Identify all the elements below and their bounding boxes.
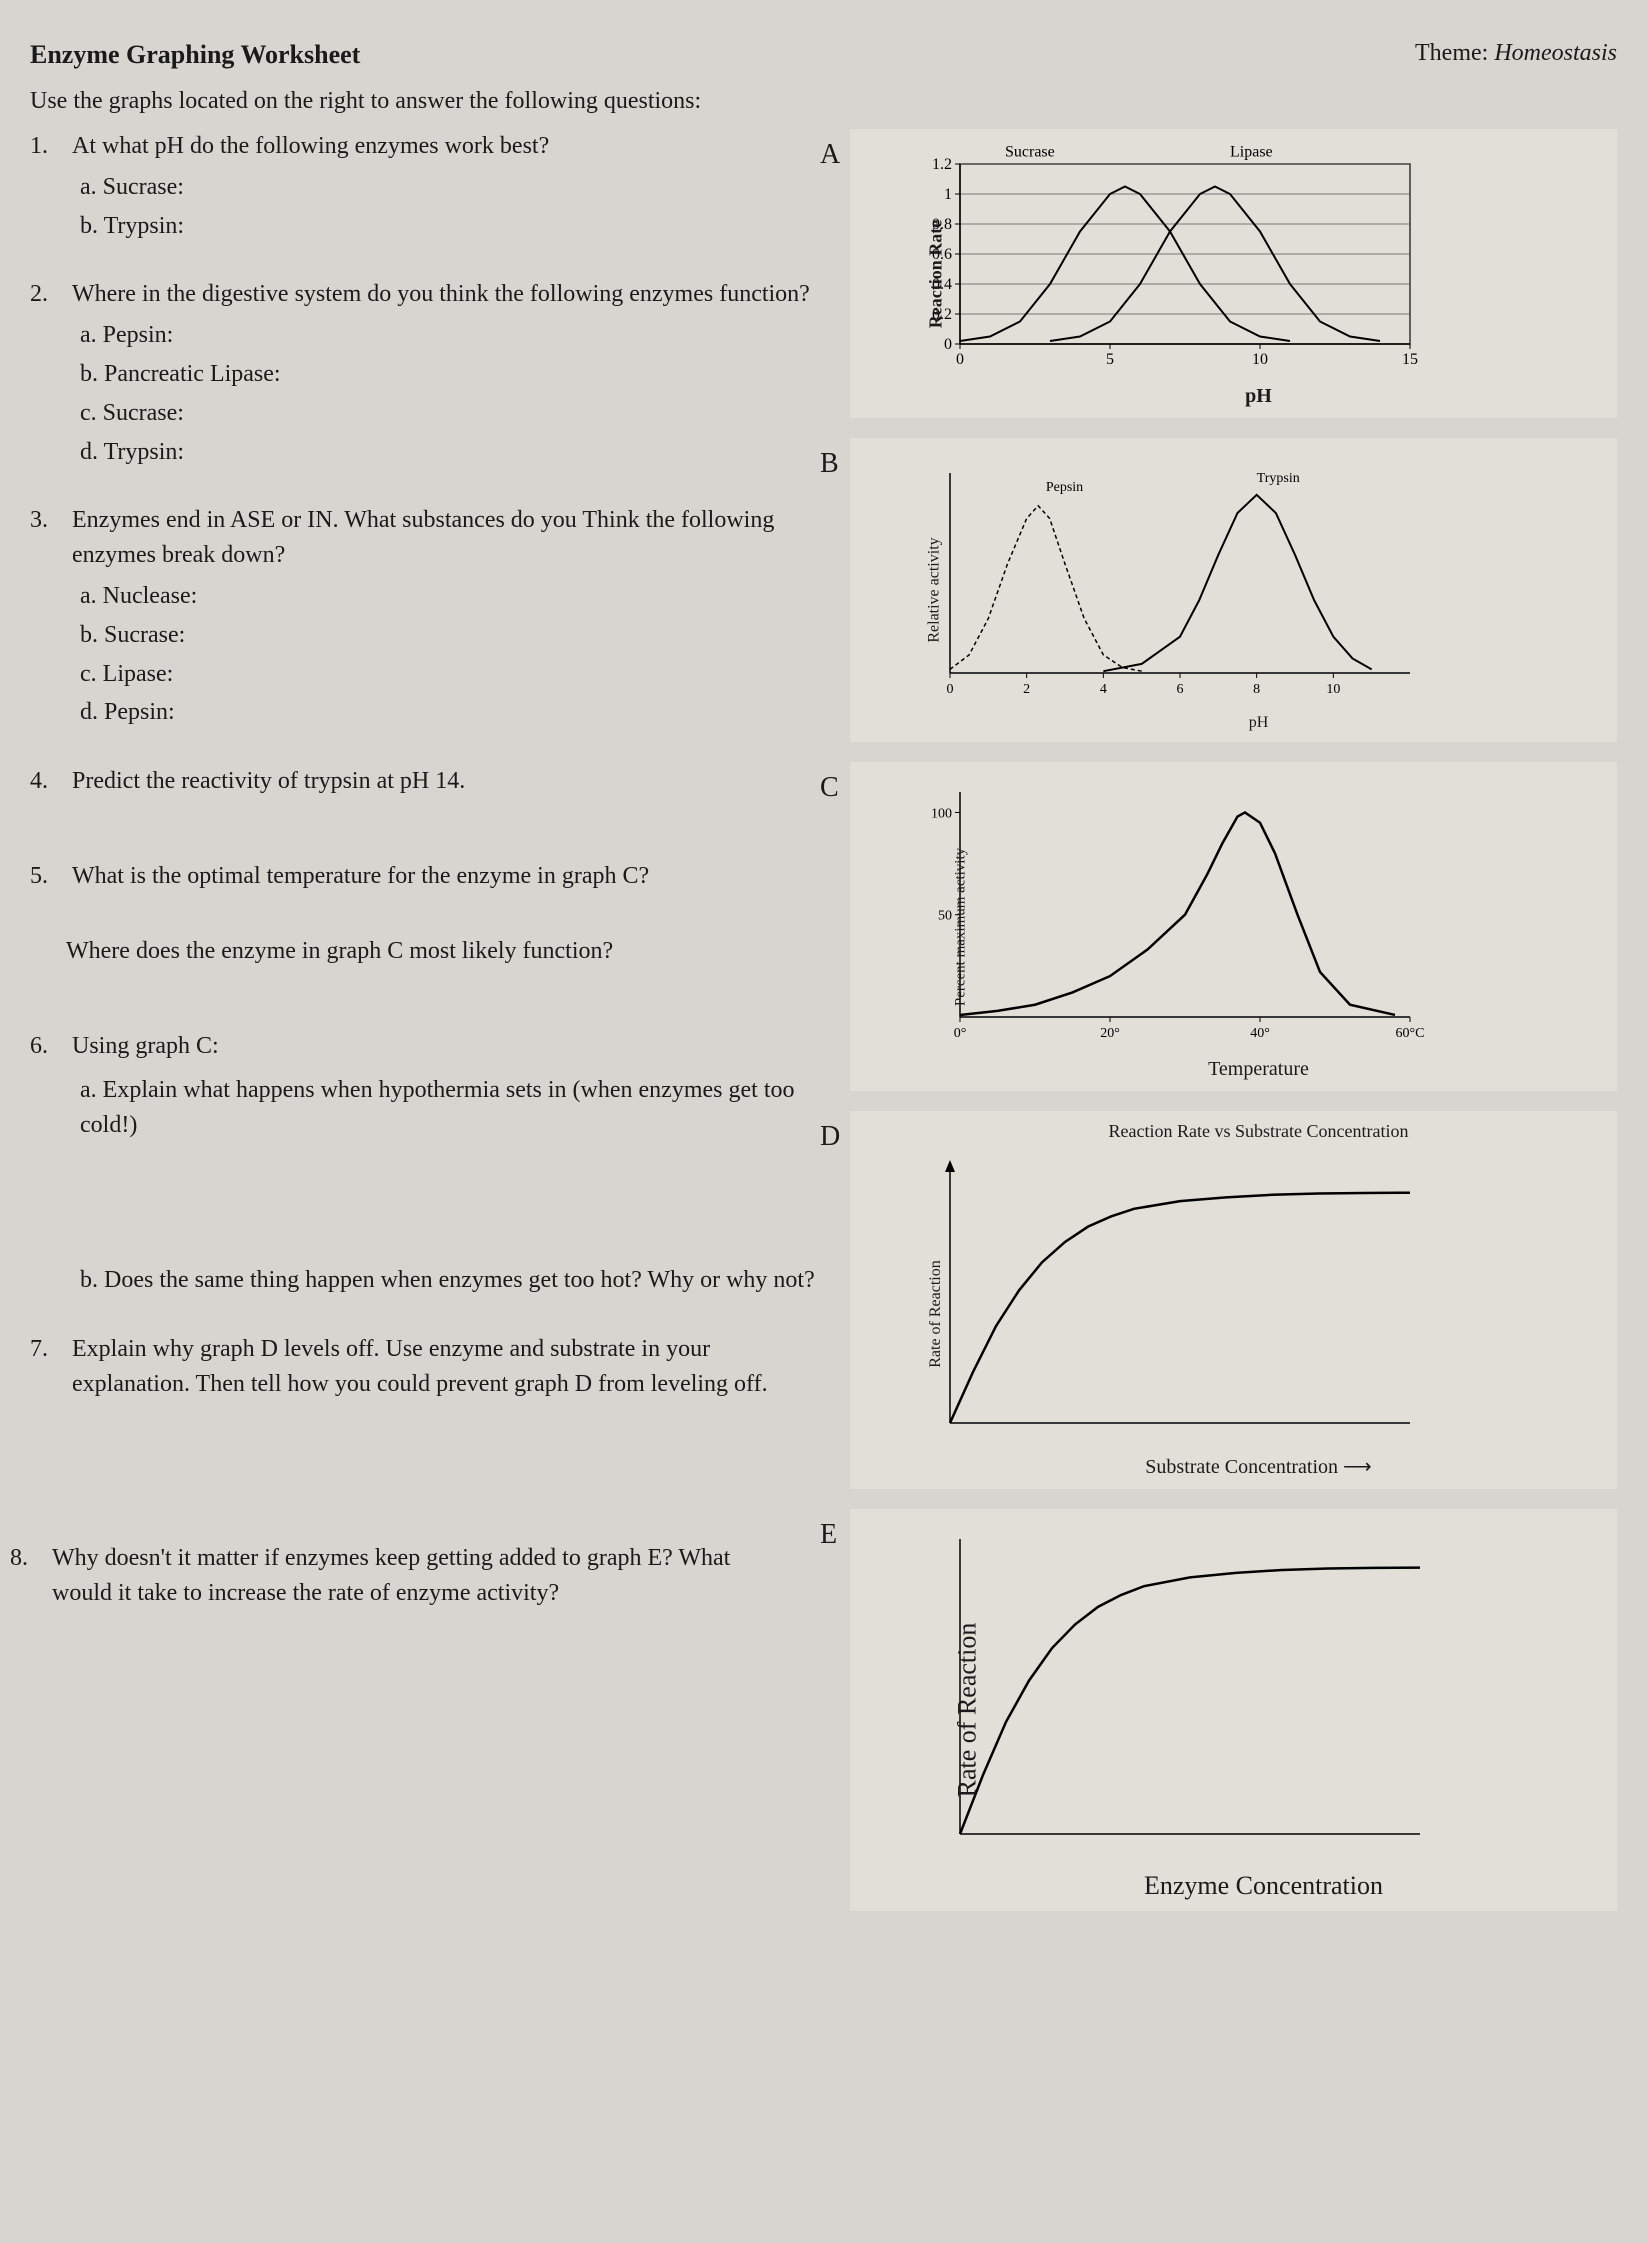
q3-num: 3. [30, 503, 66, 538]
svg-text:5: 5 [1106, 351, 1114, 368]
graph-a: A Reaction Rate 05101500.20.40.60.811.2S… [850, 129, 1617, 418]
q6-sub-b: b. Does the same thing happen when enzym… [30, 1263, 830, 1298]
question-8: 8. Why doesn't it matter if enzymes keep… [10, 1541, 830, 1611]
svg-text:Lipase: Lipase [1230, 144, 1273, 161]
graph-d-ylabel: Rate of Reaction [927, 1260, 945, 1368]
q5-num: 5. [30, 859, 66, 894]
question-1: 1. At what pH do the following enzymes w… [30, 129, 830, 243]
q2-sub-b: b. Pancreatic Lipase: [80, 357, 830, 392]
svg-text:2: 2 [1023, 682, 1030, 697]
svg-text:0: 0 [947, 682, 954, 697]
graph-a-ylabel: Reaction Rate [926, 219, 947, 327]
svg-text:4: 4 [1100, 682, 1107, 697]
q3-sub-a: a. Nuclease: [80, 579, 830, 614]
svg-text:10: 10 [1252, 351, 1268, 368]
graph-c-ylabel: Percent maximum activity [953, 847, 970, 1005]
q6-num: 6. [30, 1029, 66, 1064]
theme: Theme: Homeostasis [1415, 40, 1617, 70]
graph-e-chart [920, 1519, 1440, 1859]
svg-text:Sucrase: Sucrase [1005, 144, 1055, 161]
svg-text:8: 8 [1253, 682, 1260, 697]
q4-num: 4. [30, 764, 66, 799]
graph-b-chart: 0 2 4 6 8 10 Pepsin Trypsin [910, 448, 1430, 708]
q6-text: Using graph C: [72, 1029, 812, 1064]
graph-e-label: E [820, 1519, 837, 1551]
q3-text: Enzymes end in ASE or IN. What substance… [72, 503, 812, 573]
question-7: 7. Explain why graph D levels off. Use e… [30, 1332, 830, 1402]
svg-text:15: 15 [1402, 351, 1418, 368]
q8-num: 8. [10, 1541, 46, 1576]
svg-text:6: 6 [1177, 682, 1184, 697]
question-6: 6. Using graph C: a. Explain what happen… [30, 1029, 830, 1298]
svg-text:0: 0 [956, 351, 964, 368]
svg-text:60°C: 60°C [1396, 1026, 1425, 1041]
graph-c-xlabel: Temperature [910, 1058, 1607, 1081]
graph-d: D Reaction Rate vs Substrate Concentrati… [850, 1111, 1617, 1489]
question-5: 5. What is the optimal temperature for t… [30, 859, 830, 969]
q1-sub-b: b. Trypsin: [80, 209, 830, 244]
graph-e-ylabel: Rate of Reaction [952, 1623, 982, 1798]
q4-text: Predict the reactivity of trypsin at pH … [72, 764, 812, 799]
instructions: Use the graphs located on the right to a… [30, 88, 1617, 115]
graph-c: C Percent maximum activity 0°20°40°60°C5… [850, 762, 1617, 1091]
svg-text:0: 0 [944, 336, 952, 353]
q7-text: Explain why graph D levels off. Use enzy… [72, 1332, 812, 1402]
graph-c-chart: 0° 20° 40° 60°C 50 100 [910, 772, 1430, 1052]
graph-b-label: B [820, 448, 839, 480]
q2-num: 2. [30, 277, 66, 312]
svg-text:50: 50 [938, 909, 952, 924]
graph-a-xlabel: pH [910, 385, 1607, 408]
q2-sub-d: d. Trypsin: [80, 435, 830, 470]
svg-text:10: 10 [1326, 682, 1340, 697]
graph-b-ylabel: Relative activity [926, 537, 944, 642]
questions-column: 1. At what pH do the following enzymes w… [30, 129, 830, 1931]
q2-sub-a: a. Pepsin: [80, 318, 830, 353]
graph-b: B Relative activity 0246810PepsinTrypsin… [850, 438, 1617, 742]
q3-sub-c: c. Lipase: [80, 657, 830, 692]
graph-e-xlabel: Enzyme Concentration [920, 1871, 1607, 1901]
svg-text:Pepsin: Pepsin [1046, 480, 1083, 495]
q1-num: 1. [30, 129, 66, 164]
q2-text: Where in the digestive system do you thi… [72, 277, 812, 312]
worksheet-title: Enzyme Graphing Worksheet [30, 40, 360, 70]
q7-num: 7. [30, 1332, 66, 1367]
q3-sub-d: d. Pepsin: [80, 695, 830, 730]
q3-sub-b: b. Sucrase: [80, 618, 830, 653]
graph-a-label: A [820, 139, 840, 171]
svg-text:Trypsin: Trypsin [1257, 471, 1300, 486]
graph-b-xlabel: pH [910, 714, 1607, 732]
svg-text:0°: 0° [954, 1026, 967, 1041]
question-4: 4. Predict the reactivity of trypsin at … [30, 764, 830, 799]
graph-d-chart [910, 1148, 1430, 1448]
graph-c-label: C [820, 772, 839, 804]
q5-follow: Where does the enzyme in graph C most li… [30, 934, 830, 969]
graph-d-xlabel: Substrate Concentration ⟶ [910, 1454, 1607, 1479]
q1-text: At what pH do the following enzymes work… [72, 129, 812, 164]
theme-name: Homeostasis [1494, 40, 1617, 66]
q6-sub-a: a. Explain what happens when hypothermia… [30, 1073, 830, 1143]
svg-text:40°: 40° [1250, 1026, 1270, 1041]
svg-text:20°: 20° [1100, 1026, 1120, 1041]
graph-d-label: D [820, 1121, 840, 1153]
q5-text: What is the optimal temperature for the … [72, 859, 812, 894]
svg-text:1: 1 [944, 186, 952, 203]
graph-e: E Rate of Reaction Enzyme Concentration [850, 1509, 1617, 1911]
graph-d-title: Reaction Rate vs Substrate Concentration [910, 1121, 1607, 1142]
graphs-column: A Reaction Rate 05101500.20.40.60.811.2S… [850, 129, 1617, 1931]
svg-text:100: 100 [931, 806, 952, 821]
q2-sub-c: c. Sucrase: [80, 396, 830, 431]
q8-text: Why doesn't it matter if enzymes keep ge… [52, 1541, 792, 1611]
theme-prefix: Theme: [1415, 40, 1494, 66]
question-2: 2. Where in the digestive system do you … [30, 277, 830, 469]
question-3: 3. Enzymes end in ASE or IN. What substa… [30, 503, 830, 730]
graph-a-chart: 05101500.20.40.60.811.2SucraseLipase [910, 139, 1430, 379]
q1-sub-a: a. Sucrase: [80, 170, 830, 205]
svg-text:1.2: 1.2 [932, 156, 952, 173]
